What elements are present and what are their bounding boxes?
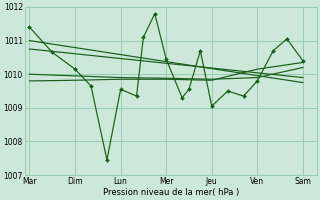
X-axis label: Pression niveau de la mer( hPa ): Pression niveau de la mer( hPa )	[103, 188, 239, 197]
